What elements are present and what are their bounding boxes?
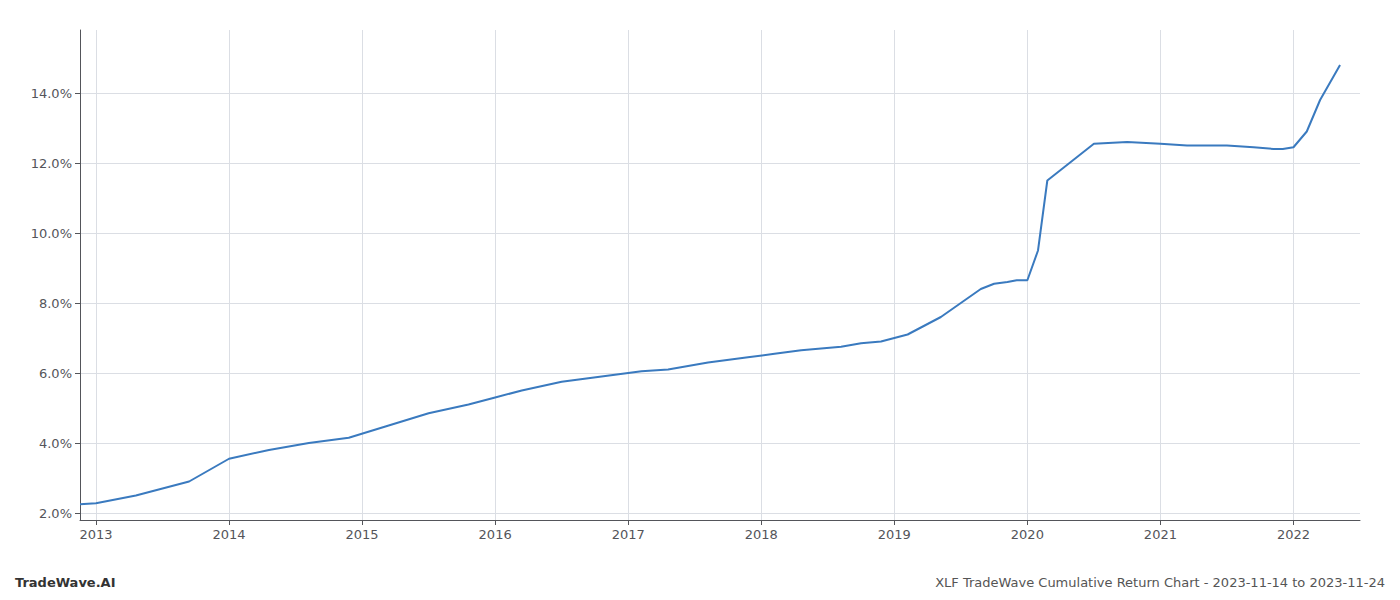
svg-text:XLF TradeWave Cumulative Retur: XLF TradeWave Cumulative Return Chart - … [935, 575, 1385, 590]
svg-text:2015: 2015 [346, 527, 379, 542]
svg-text:2.0%: 2.0% [39, 506, 72, 521]
svg-text:2013: 2013 [79, 527, 112, 542]
svg-text:8.0%: 8.0% [39, 296, 72, 311]
svg-text:6.0%: 6.0% [39, 366, 72, 381]
svg-text:14.0%: 14.0% [31, 86, 72, 101]
svg-text:4.0%: 4.0% [39, 436, 72, 451]
svg-text:2016: 2016 [479, 527, 512, 542]
svg-text:2018: 2018 [745, 527, 778, 542]
svg-text:2022: 2022 [1277, 527, 1310, 542]
svg-text:TradeWave.AI: TradeWave.AI [15, 575, 116, 590]
svg-text:10.0%: 10.0% [31, 226, 72, 241]
svg-text:2019: 2019 [878, 527, 911, 542]
svg-text:12.0%: 12.0% [31, 156, 72, 171]
svg-text:2014: 2014 [212, 527, 245, 542]
svg-text:2020: 2020 [1011, 527, 1044, 542]
svg-text:2017: 2017 [612, 527, 645, 542]
svg-text:2021: 2021 [1144, 527, 1177, 542]
